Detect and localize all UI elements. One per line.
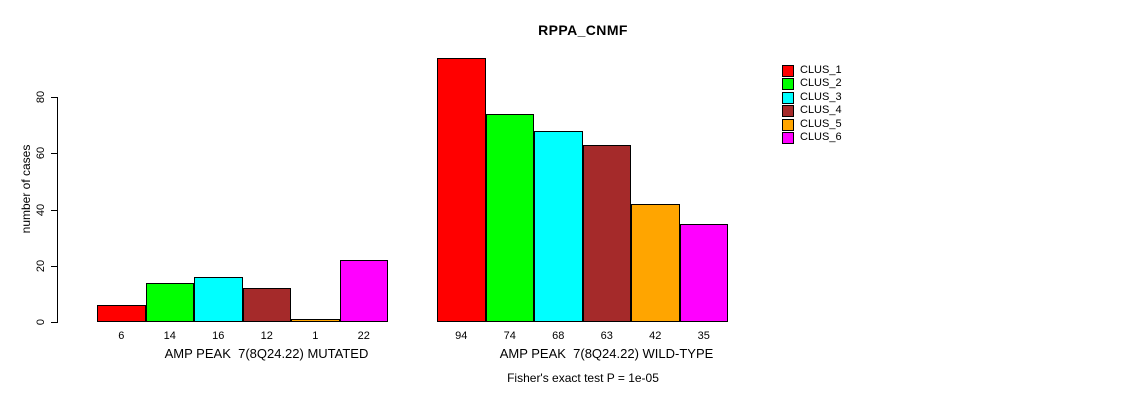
caption: Fisher's exact test P = 1e-05	[507, 371, 659, 385]
y-axis-title: number of cases	[19, 144, 33, 234]
bar	[145, 283, 194, 322]
legend-swatch	[782, 91, 794, 104]
bar	[339, 260, 388, 322]
y-axis-tick-label: 80	[35, 91, 47, 104]
bar-value-label: 94	[455, 330, 468, 342]
bar	[485, 114, 534, 322]
bar	[291, 319, 340, 322]
bar-value-label: 42	[649, 330, 662, 342]
bar-value-label: 63	[600, 330, 613, 342]
bar	[534, 131, 583, 322]
bar	[631, 204, 680, 322]
legend-swatch	[782, 118, 794, 131]
bar-value-label: 68	[552, 330, 565, 342]
bar	[242, 288, 291, 322]
bar	[97, 305, 146, 322]
y-axis-tick-label: 0	[35, 318, 47, 326]
bar	[194, 277, 243, 322]
y-axis-tick	[51, 209, 57, 211]
legend-label: CLUS_2	[800, 77, 842, 90]
y-axis-tick	[51, 265, 57, 267]
legend-swatch	[782, 78, 794, 91]
y-axis-tick	[51, 97, 57, 99]
bar-value-label: 74	[503, 330, 516, 342]
legend-swatch	[782, 65, 794, 77]
y-axis-tick-label: 20	[35, 259, 47, 272]
bar-value-label: 22	[357, 330, 370, 342]
legend-label: CLUS_6	[800, 131, 842, 143]
x-group-label: AMP PEAK 7(8Q24.22) MUTATED	[164, 346, 369, 361]
legend-swatch	[782, 105, 794, 118]
legend-swatch	[782, 132, 794, 144]
legend-label: CLUS_3	[800, 90, 842, 103]
bar	[582, 145, 631, 322]
legend-label: CLUS_1	[800, 64, 842, 76]
y-axis-tick-label: 40	[35, 203, 47, 216]
bar-value-label: 35	[697, 330, 710, 342]
legend-label: CLUS_4	[800, 104, 842, 117]
chart-title: RPPA_CNMF	[538, 22, 628, 38]
bar-value-label: 12	[260, 330, 273, 342]
bar-value-label: 1	[312, 330, 319, 342]
x-group-label: AMP PEAK 7(8Q24.22) WILD-TYPE	[499, 346, 714, 361]
y-axis-tick	[51, 322, 57, 323]
bar-value-label: 14	[163, 330, 176, 342]
y-axis-tick	[51, 153, 57, 155]
y-axis-line	[57, 97, 58, 323]
legend-label: CLUS_5	[800, 117, 842, 130]
bar-value-label: 16	[212, 330, 225, 342]
bar	[679, 224, 728, 322]
bar-value-label: 6	[118, 330, 125, 342]
y-axis-tick-label: 60	[35, 147, 47, 160]
bar	[437, 58, 486, 322]
